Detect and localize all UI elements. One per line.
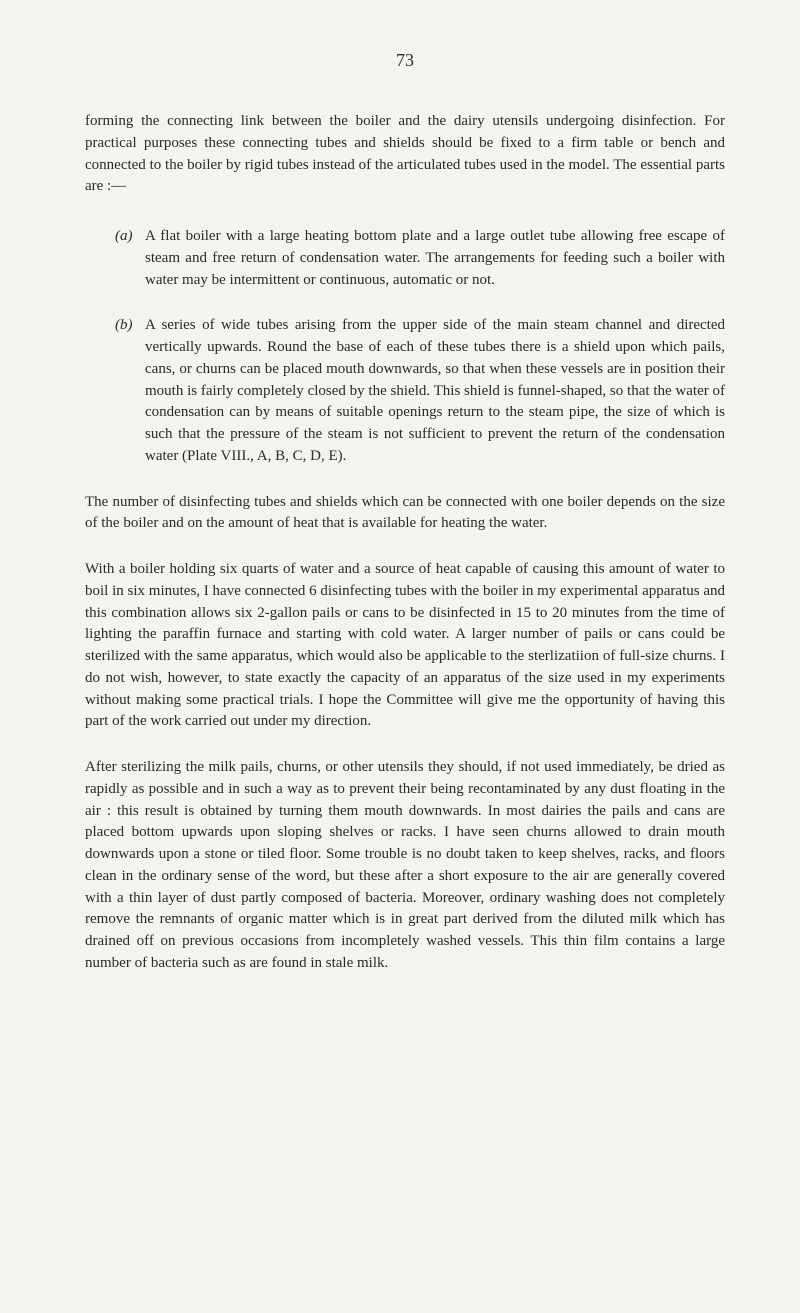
paragraph-3: With a boiler holding six quarts of wate… xyxy=(85,559,725,733)
list-content-b: A series of wide tubes arising from the … xyxy=(145,315,725,467)
list-item-a: (a) A flat boiler with a large heating b… xyxy=(85,226,725,291)
page-number: 73 xyxy=(85,50,725,71)
list-content-a: A flat boiler with a large heating botto… xyxy=(145,226,725,291)
paragraph-2: The number of disinfecting tubes and shi… xyxy=(85,492,725,536)
intro-paragraph: forming the connecting link between the … xyxy=(85,111,725,198)
paragraph-4: After sterilizing the milk pails, churns… xyxy=(85,757,725,975)
list-marker-b: (b) xyxy=(115,315,145,467)
list-item-b: (b) A series of wide tubes arising from … xyxy=(85,315,725,467)
list-marker-a: (a) xyxy=(115,226,145,291)
